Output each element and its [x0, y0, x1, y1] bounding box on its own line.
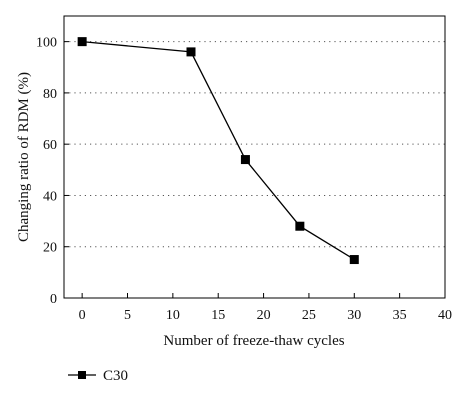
axis-ticks: 0 20 40 60 80 100 0 5 10 15 20 25 30 35 40	[36, 36, 452, 323]
data-point	[77, 37, 87, 47]
x-tick-label: 30	[347, 308, 361, 323]
x-tick-label: 15	[211, 308, 225, 323]
plot-frame	[63, 15, 446, 299]
x-tick-label: 25	[302, 308, 316, 323]
data-point	[349, 255, 359, 265]
y-tick-label: 100	[36, 36, 57, 51]
y-tick-label: 20	[43, 241, 57, 256]
y-tick-label: 40	[43, 189, 57, 204]
x-axis-label: Number of freeze-thaw cycles	[163, 333, 344, 349]
legend-label-c30: C30	[103, 368, 128, 384]
series-line	[82, 40, 355, 261]
legend: C30	[68, 368, 128, 384]
x-tick-label: 5	[124, 308, 131, 323]
y-tick-label: 80	[43, 87, 57, 102]
y-tick-label: 0	[50, 292, 57, 307]
gridlines	[64, 41, 445, 248]
data-point	[295, 221, 305, 231]
series-layer	[77, 37, 359, 265]
x-tick-label: 40	[438, 308, 452, 323]
x-tick-label: 35	[393, 308, 407, 323]
legend-marker-swatch	[78, 371, 86, 379]
data-point	[186, 47, 196, 57]
x-tick-label: 20	[257, 308, 271, 323]
y-axis-label: Changing ratio of RDM (%)	[16, 72, 32, 242]
x-tick-label: 0	[79, 308, 86, 323]
x-tick-label: 10	[166, 308, 180, 323]
data-point	[240, 155, 250, 165]
y-tick-label: 60	[43, 138, 57, 153]
